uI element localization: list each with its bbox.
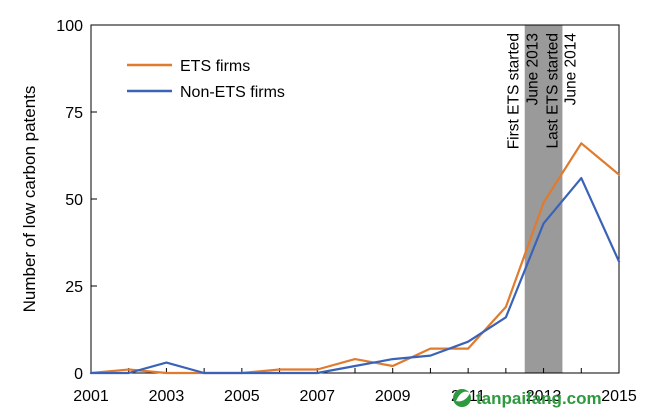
legend-label: ETS firms (180, 58, 250, 75)
y-tick-label: 0 (74, 366, 83, 383)
watermark-text: tanpaifang.com (476, 389, 602, 408)
x-tick-label: 2013 (526, 388, 562, 405)
y-tick-label: 100 (56, 18, 83, 35)
legend-label: Non-ETS firms (180, 84, 285, 101)
y-axis-title: Number of low carbon patents (20, 86, 39, 313)
x-tick-label: 2003 (149, 388, 185, 405)
series-line-ets-firms (89, 142, 621, 375)
shaded-band-layer (524, 25, 563, 373)
y-tick-label: 75 (65, 105, 83, 122)
band-annotation-label: June 2013 (525, 33, 542, 105)
band-annotations: First ETS started June 2013 Last ETS start… (506, 33, 580, 150)
x-tick-label: 2007 (299, 388, 335, 405)
band-annotation-label: June 2014 (562, 33, 579, 106)
leaf-logo-icon (453, 389, 471, 407)
band-annotation-label: First ETS started (506, 33, 523, 149)
x-tick-label: 2005 (224, 388, 260, 405)
band-annotation-label: Last ETS started (544, 33, 561, 148)
x-tick-label: 2015 (601, 388, 637, 405)
x-tick-label: 2009 (375, 388, 411, 405)
y-tick-label: 25 (65, 279, 83, 296)
tick-labels: 0255075100200120032005200720092011201320… (56, 18, 637, 405)
series-line-non-ets-firms (89, 177, 621, 375)
ets-period-band (524, 25, 563, 373)
y-tick-label: 50 (65, 192, 83, 209)
x-tick-label: 2001 (73, 388, 109, 405)
watermark: tanpaifang.com (453, 389, 602, 408)
legend: ETS firms Non-ETS firms (127, 58, 285, 101)
series-lines (89, 142, 621, 375)
